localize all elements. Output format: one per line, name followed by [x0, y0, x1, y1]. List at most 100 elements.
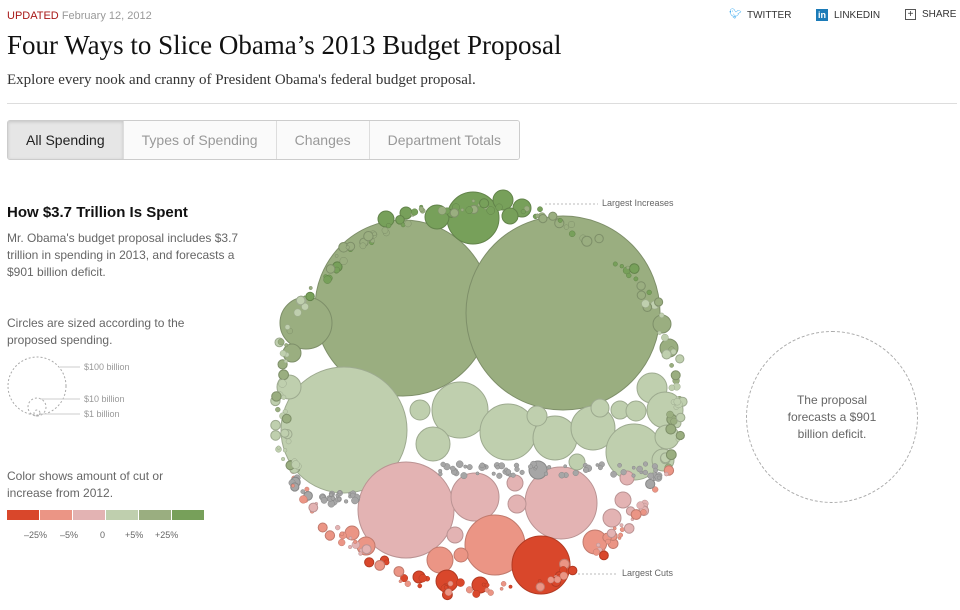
budget-bubble[interactable] [280, 366, 408, 494]
budget-bubble[interactable] [339, 531, 345, 537]
budget-bubble[interactable] [500, 581, 507, 587]
budget-bubble[interactable] [271, 391, 282, 402]
budget-bubble[interactable] [475, 471, 480, 476]
budget-bubble[interactable] [334, 254, 339, 258]
budget-bubble[interactable] [472, 589, 481, 598]
budget-bubble[interactable] [567, 220, 576, 229]
budget-bubble[interactable] [568, 453, 586, 471]
budget-bubble[interactable] [345, 245, 350, 250]
budget-bubble[interactable] [610, 470, 617, 478]
budget-bubble[interactable] [496, 472, 503, 479]
budget-bubble[interactable] [631, 465, 636, 470]
budget-bubble[interactable] [619, 527, 625, 533]
budget-bubble[interactable] [479, 462, 485, 469]
budget-bubble[interactable] [602, 508, 622, 528]
budget-bubble[interactable] [465, 206, 473, 214]
budget-bubble[interactable] [641, 299, 650, 308]
budget-bubble[interactable] [293, 308, 302, 317]
budget-bubble[interactable] [453, 547, 469, 563]
budget-bubble[interactable] [415, 426, 451, 462]
budget-bubble[interactable] [666, 410, 674, 419]
budget-bubble[interactable] [636, 501, 645, 510]
budget-bubble[interactable] [330, 496, 336, 501]
budget-bubble[interactable] [324, 530, 336, 541]
tab-changes[interactable]: Changes [276, 121, 370, 159]
budget-bubble[interactable] [646, 289, 652, 296]
budget-bubble[interactable] [657, 330, 662, 335]
budget-bubble[interactable] [543, 471, 549, 476]
budget-bubble[interactable] [395, 215, 405, 225]
budget-bubble[interactable] [343, 499, 349, 504]
budget-bubble[interactable] [351, 496, 359, 505]
budget-bubble[interactable] [563, 224, 570, 230]
budget-bubble[interactable] [348, 544, 353, 550]
budget-bubble[interactable] [450, 465, 456, 472]
budget-bubble[interactable] [299, 495, 308, 504]
budget-bubble[interactable] [636, 465, 643, 473]
budget-bubble[interactable] [661, 349, 672, 360]
budget-bubble[interactable] [495, 203, 503, 211]
budget-bubble[interactable] [466, 464, 473, 471]
budget-bubble[interactable] [276, 445, 281, 450]
budget-bubble[interactable] [606, 528, 617, 538]
linkedin-button[interactable]: in LINKEDIN [816, 9, 880, 21]
budget-bubble[interactable] [568, 230, 576, 238]
budget-bubble[interactable] [631, 473, 636, 478]
budget-bubble[interactable] [592, 548, 600, 556]
budget-bubble[interactable] [437, 206, 447, 215]
budget-bubble[interactable] [277, 338, 285, 346]
budget-bubble[interactable] [546, 465, 552, 470]
budget-bubble[interactable] [372, 231, 377, 237]
budget-bubble[interactable] [359, 242, 367, 250]
budget-bubble[interactable] [526, 405, 548, 427]
budget-bubble[interactable] [409, 399, 431, 421]
budget-bubble[interactable] [668, 384, 676, 392]
budget-bubble[interactable] [358, 551, 363, 556]
tab-types-of-spending[interactable]: Types of Spending [123, 121, 277, 159]
budget-bubble[interactable] [520, 209, 526, 215]
budget-bubble[interactable] [443, 585, 449, 590]
budget-bubble[interactable] [275, 406, 281, 413]
budget-bubble[interactable] [506, 474, 524, 492]
budget-bubble[interactable] [652, 486, 659, 493]
budget-bubble[interactable] [636, 290, 647, 300]
budget-bubble[interactable] [505, 469, 512, 475]
tab-department-totals[interactable]: Department Totals [369, 121, 520, 159]
budget-bubble[interactable] [335, 524, 341, 531]
budget-bubble[interactable] [523, 205, 530, 212]
budget-bubble[interactable] [665, 423, 677, 435]
budget-bubble[interactable] [300, 489, 306, 494]
budget-bubble[interactable] [317, 522, 328, 533]
budget-bubble[interactable] [363, 231, 374, 242]
budget-bubble[interactable] [605, 538, 611, 545]
budget-bubble[interactable] [281, 456, 286, 462]
budget-bubble[interactable] [446, 526, 464, 544]
budget-bubble[interactable] [463, 464, 468, 469]
budget-bubble[interactable] [449, 208, 460, 218]
budget-bubble[interactable] [625, 400, 647, 422]
budget-bubble[interactable] [499, 586, 504, 591]
budget-bubble[interactable] [670, 370, 681, 381]
budget-bubble[interactable] [633, 276, 639, 282]
share-button[interactable]: + SHARE [905, 9, 956, 20]
budget-bubble[interactable] [284, 343, 289, 348]
budget-bubble[interactable] [398, 579, 403, 584]
budget-bubble[interactable] [514, 466, 520, 472]
budget-bubble[interactable] [535, 582, 545, 592]
budget-bubble[interactable] [590, 398, 610, 418]
budget-bubble[interactable] [669, 363, 674, 368]
budget-bubble[interactable] [295, 295, 306, 306]
budget-bubble[interactable] [465, 586, 474, 594]
budget-bubble[interactable] [528, 464, 533, 470]
budget-bubble[interactable] [308, 286, 313, 290]
budget-bubble[interactable] [323, 275, 332, 284]
budget-bubble[interactable] [283, 359, 288, 364]
budget-bubble[interactable] [280, 428, 290, 438]
budget-bubble[interactable] [510, 472, 516, 478]
budget-bubble[interactable] [537, 206, 543, 213]
budget-bubble[interactable] [337, 497, 342, 502]
budget-bubble[interactable] [614, 491, 632, 509]
budget-bubble[interactable] [599, 550, 609, 561]
budget-bubble[interactable] [426, 546, 454, 574]
budget-bubble[interactable] [645, 478, 656, 490]
